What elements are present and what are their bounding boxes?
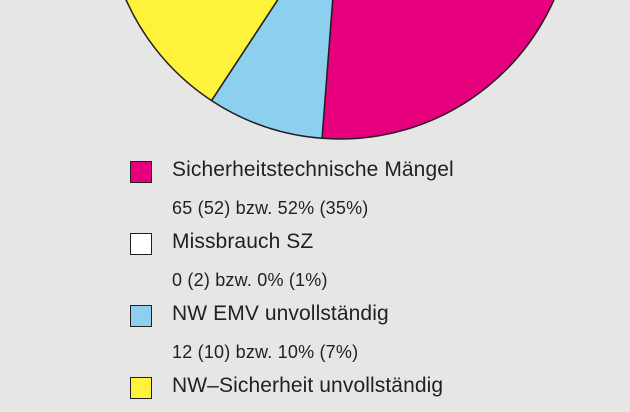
legend-stat: 65 (52) bzw. 52% (35%): [172, 198, 369, 218]
legend-label: Missbrauch SZ: [172, 230, 314, 253]
pie-slice-sicherheitstechnische-maengel: [321, 0, 555, 140]
pie-slice-nw-sicherheit: [125, 0, 279, 102]
legend-label: NW EMV unvollständig: [172, 302, 389, 325]
pie-slice-nw-emv: [210, 0, 334, 140]
legend-swatch-yellow: [130, 377, 152, 399]
legend-swatch-magenta: [130, 161, 152, 183]
legend-label: NW–Sicherheit unvollständig: [172, 374, 444, 397]
legend-swatch-lightblue: [130, 305, 152, 327]
legend-label: Sicherheitstechnische Mängel: [172, 158, 454, 181]
legend-stat: 0 (2) bzw. 0% (1%): [172, 270, 328, 290]
legend-swatch-white: [130, 233, 152, 255]
legend-stat: 12 (10) bzw. 10% (7%): [172, 342, 359, 362]
